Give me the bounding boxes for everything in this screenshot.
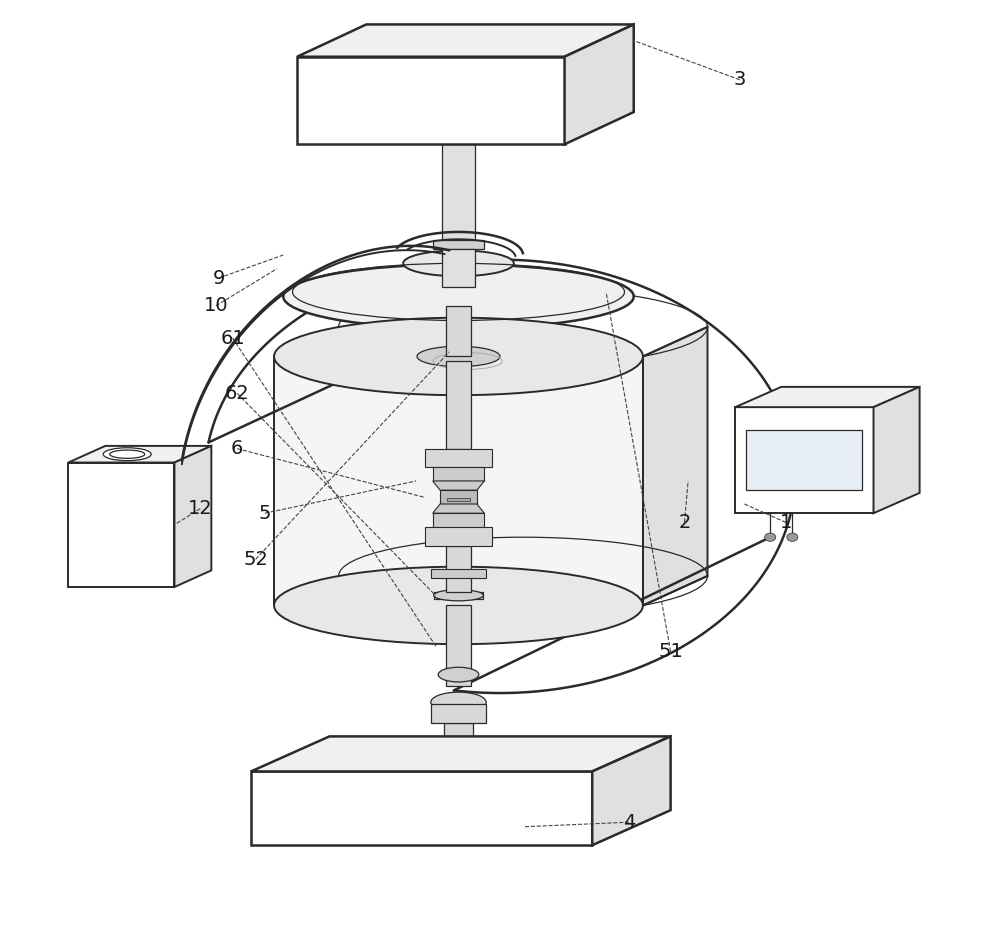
Text: 10: 10 bbox=[204, 296, 228, 315]
Polygon shape bbox=[425, 527, 492, 546]
Ellipse shape bbox=[403, 251, 514, 277]
Text: 12: 12 bbox=[188, 500, 213, 518]
Ellipse shape bbox=[434, 590, 483, 601]
Polygon shape bbox=[444, 722, 473, 765]
Polygon shape bbox=[433, 467, 484, 481]
Polygon shape bbox=[565, 24, 634, 144]
Polygon shape bbox=[251, 771, 592, 845]
Ellipse shape bbox=[431, 692, 486, 712]
Ellipse shape bbox=[103, 448, 151, 461]
Polygon shape bbox=[297, 24, 634, 56]
Polygon shape bbox=[297, 56, 565, 144]
Ellipse shape bbox=[274, 567, 643, 644]
Polygon shape bbox=[433, 513, 484, 527]
Ellipse shape bbox=[787, 533, 798, 541]
Polygon shape bbox=[433, 481, 484, 490]
Text: 52: 52 bbox=[243, 549, 268, 569]
Polygon shape bbox=[446, 546, 471, 592]
Ellipse shape bbox=[283, 265, 634, 328]
Polygon shape bbox=[425, 449, 492, 467]
Polygon shape bbox=[735, 407, 874, 513]
Text: 51: 51 bbox=[658, 642, 683, 661]
Polygon shape bbox=[431, 704, 486, 722]
Polygon shape bbox=[431, 569, 486, 578]
Ellipse shape bbox=[438, 667, 479, 682]
Text: 3: 3 bbox=[734, 70, 746, 90]
Polygon shape bbox=[447, 498, 470, 501]
Polygon shape bbox=[68, 446, 211, 462]
Ellipse shape bbox=[765, 533, 776, 541]
Polygon shape bbox=[442, 249, 475, 288]
Polygon shape bbox=[592, 736, 671, 845]
Text: 2: 2 bbox=[678, 513, 691, 532]
Text: 62: 62 bbox=[225, 384, 250, 402]
Polygon shape bbox=[440, 490, 477, 504]
Polygon shape bbox=[433, 504, 484, 513]
Text: 9: 9 bbox=[213, 268, 225, 288]
Polygon shape bbox=[446, 678, 471, 685]
Text: 61: 61 bbox=[220, 328, 245, 348]
Polygon shape bbox=[446, 306, 471, 356]
Text: 5: 5 bbox=[259, 504, 271, 523]
Polygon shape bbox=[446, 361, 471, 449]
Polygon shape bbox=[434, 592, 483, 599]
Polygon shape bbox=[643, 327, 708, 606]
Ellipse shape bbox=[417, 346, 500, 366]
Ellipse shape bbox=[438, 758, 479, 772]
Ellipse shape bbox=[110, 450, 145, 459]
Polygon shape bbox=[274, 356, 643, 606]
Text: 4: 4 bbox=[623, 813, 635, 832]
Polygon shape bbox=[251, 736, 671, 771]
Polygon shape bbox=[433, 240, 484, 249]
Polygon shape bbox=[174, 446, 211, 587]
Polygon shape bbox=[446, 606, 471, 674]
Polygon shape bbox=[746, 430, 862, 490]
Text: 6: 6 bbox=[231, 439, 243, 458]
Polygon shape bbox=[68, 462, 174, 587]
Polygon shape bbox=[442, 144, 475, 241]
Text: 1: 1 bbox=[780, 513, 792, 532]
Ellipse shape bbox=[274, 317, 643, 395]
Polygon shape bbox=[874, 387, 920, 513]
Polygon shape bbox=[735, 387, 920, 407]
